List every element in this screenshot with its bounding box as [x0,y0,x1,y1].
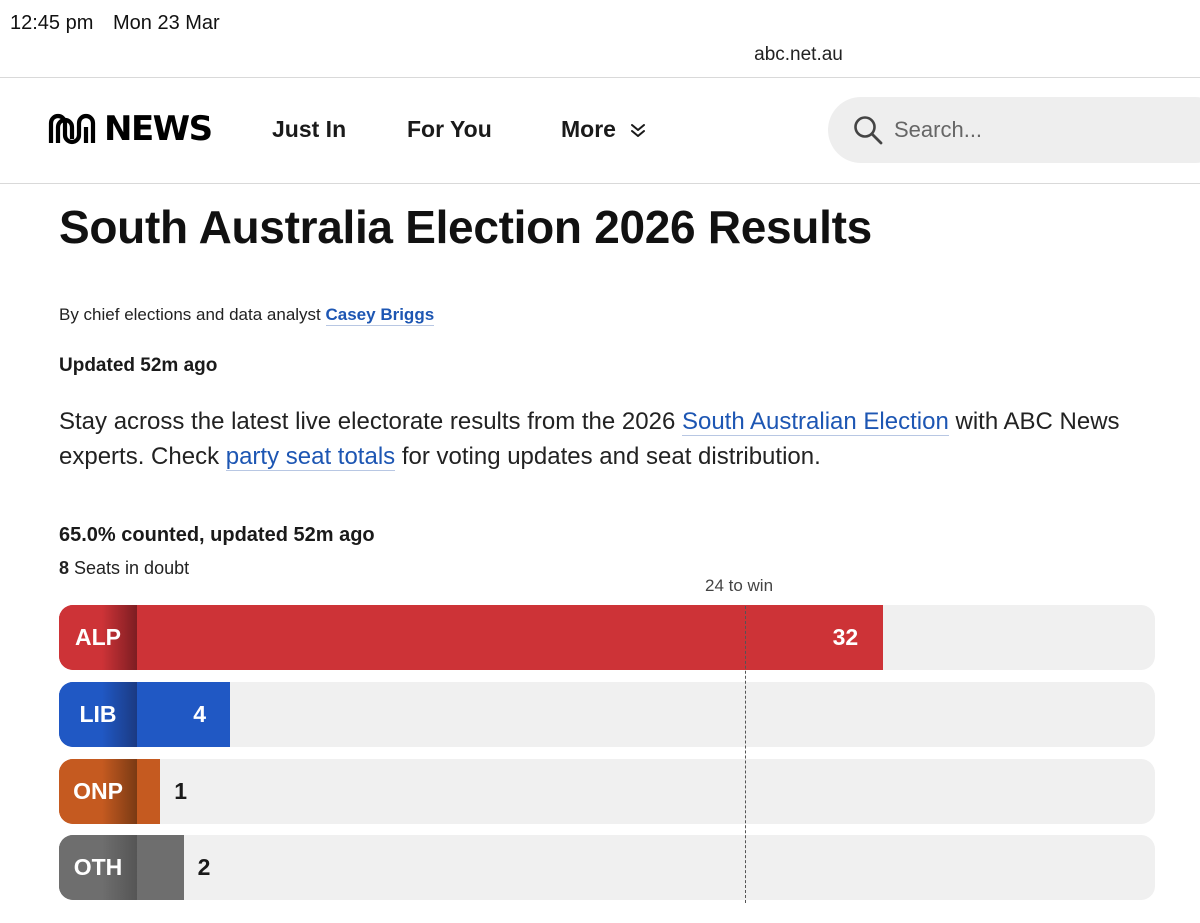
sa-election-link[interactable]: South Australian Election [681,408,949,436]
seat-count-onp: 1 [174,778,188,804]
win-threshold-label: 24 to win [705,576,774,595]
party-label-oth: OTH [59,835,137,900]
url-text[interactable]: abc.net.au [754,44,843,65]
counted-status: 65.0% counted, updated 52m ago [59,524,375,546]
nav-just-in[interactable]: Just In [272,116,347,142]
nav-more-label: More [561,116,616,142]
seat-results-chart: 24 to win ALP 32 LIB 4 ONP 1 OTH 2 [59,574,1155,923]
search-bar[interactable] [828,97,1200,163]
abc-logo-icon [48,113,96,145]
intro-text: for voting updates and seat distribution… [395,443,821,470]
party-row-onp[interactable]: ONP 1 [59,759,1155,824]
intro-text: with ABC News experts. Check [59,408,1120,470]
party-row-oth[interactable]: OTH 2 [59,835,1155,900]
updated-timestamp: Updated 52m ago [59,355,218,376]
seats-in-doubt-label: Seats in doubt [69,558,190,578]
party-row-lib[interactable]: LIB 4 [59,682,1155,747]
abc-news-logo[interactable]: NEWS [48,109,213,149]
status-date: Mon 23 Mar [113,12,220,34]
nav-for-you[interactable]: For You [407,116,492,142]
divider [0,183,1200,184]
seat-count-oth: 2 [197,854,211,880]
seat-count-alp: 32 [832,624,859,650]
status-time: 12:45 pm [10,12,94,34]
nav-more[interactable]: More [561,116,646,143]
seats-in-doubt: 8 Seats in doubt [59,558,189,579]
site-header: NEWS Just In For You More [0,78,1200,183]
seat-count-lib: 4 [193,701,206,727]
win-threshold-line [745,606,746,903]
author-link[interactable]: Casey Briggs [325,305,435,326]
party-row-alp[interactable]: ALP 32 [59,605,1155,670]
party-label-onp: ONP [59,759,137,824]
double-chevron-down-icon [630,123,645,137]
search-icon [852,114,884,146]
divider [0,77,1200,78]
byline: By chief elections and data analyst Case… [59,305,435,326]
bar-fill-alp [59,605,883,670]
intro-paragraph: Stay across the latest live electorate r… [59,404,1159,474]
page-title: South Australia Election 2026 Results [59,201,872,253]
party-label-alp: ALP [59,605,137,670]
party-label-lib: LIB [59,682,137,747]
seats-in-doubt-count: 8 [59,558,70,578]
search-input[interactable] [894,117,1194,143]
url-bar[interactable]: abc.net.au [0,44,1200,77]
status-bar: 12:45 pm Mon 23 Mar [0,0,1200,44]
party-seat-totals-link[interactable]: party seat totals [225,443,396,471]
intro-text: Stay across the latest live electorate r… [59,408,682,435]
byline-prefix: By chief elections and data analyst [59,305,326,324]
logo-text: NEWS [104,109,213,149]
